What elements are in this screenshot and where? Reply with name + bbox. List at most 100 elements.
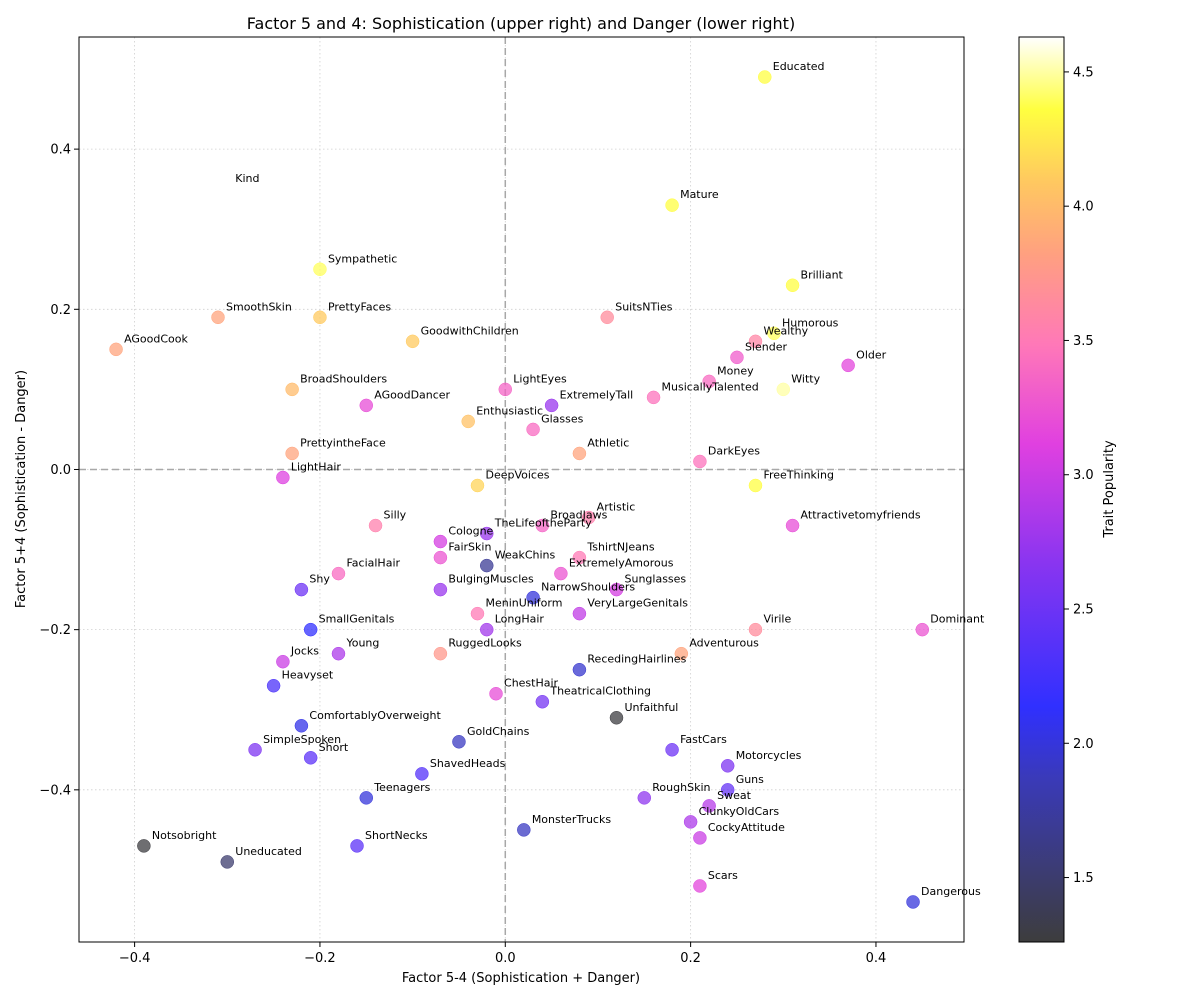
point-label: WeakChins xyxy=(495,549,556,562)
point-label: NarrowShoulders xyxy=(541,581,635,594)
colorbar-tick-label: 3.0 xyxy=(1073,468,1094,483)
data-point xyxy=(693,831,707,845)
data-points xyxy=(109,70,930,909)
y-tick-label: 0.0 xyxy=(50,463,71,478)
point-label: AGoodCook xyxy=(124,332,188,345)
data-point xyxy=(433,646,448,661)
data-point xyxy=(109,342,123,357)
point-label: GoldChains xyxy=(467,725,530,738)
x-tick-label: 0.4 xyxy=(866,951,887,966)
point-label: Mature xyxy=(680,188,719,201)
data-point xyxy=(303,622,318,637)
data-point xyxy=(841,358,855,373)
x-tick-label: −0.4 xyxy=(119,951,151,966)
data-point xyxy=(452,735,466,749)
point-label: Money xyxy=(717,364,754,377)
data-point xyxy=(313,310,327,325)
chart-title: Factor 5 and 4: Sophistication (upper ri… xyxy=(247,14,795,33)
point-label: ShavedHeads xyxy=(430,757,506,770)
reference-lines xyxy=(79,37,964,942)
point-label: BulgingMuscles xyxy=(448,573,534,586)
data-point xyxy=(294,582,309,597)
point-label: Short xyxy=(319,741,349,754)
point-label: Educated xyxy=(773,60,825,73)
data-point xyxy=(359,791,374,805)
data-point xyxy=(758,70,772,84)
data-point xyxy=(433,582,448,597)
point-label: Scars xyxy=(708,869,738,882)
point-label: Notsobright xyxy=(152,829,217,842)
point-label: Slender xyxy=(745,340,788,353)
point-label: Witty xyxy=(791,372,820,385)
data-point xyxy=(470,606,485,621)
point-label: SmoothSkin xyxy=(226,300,292,313)
x-axis-label: Factor 5-4 (Sophistication + Danger) xyxy=(402,971,640,986)
data-point xyxy=(693,454,707,469)
data-point xyxy=(609,582,624,597)
point-label: Dominant xyxy=(930,613,985,626)
point-label: Glasses xyxy=(541,412,584,425)
data-point xyxy=(303,751,318,765)
colorbar-tick-label: 3.5 xyxy=(1073,334,1094,349)
point-labels: Educated Kind Mature Sympathetic Brilliant Sm… xyxy=(124,60,985,898)
colorbar-label: Trait Popularity xyxy=(1102,440,1117,539)
point-label: DarkEyes xyxy=(708,444,760,457)
data-point xyxy=(600,310,614,325)
data-point xyxy=(517,823,531,837)
data-point xyxy=(331,566,346,581)
colorbar-tick-label: 1.5 xyxy=(1073,871,1094,886)
colorbar-tick-label: 4.5 xyxy=(1073,65,1094,80)
point-label: RuggedLooks xyxy=(448,637,522,650)
data-point xyxy=(470,478,485,493)
point-label: ExtremelyAmorous xyxy=(569,557,674,570)
point-label: FastCars xyxy=(680,733,727,746)
data-point xyxy=(609,711,624,725)
data-point xyxy=(646,390,661,405)
data-point xyxy=(785,278,800,293)
point-label: FacialHair xyxy=(346,557,400,570)
data-point xyxy=(572,606,587,621)
point-label: RecedingHairlines xyxy=(587,653,686,666)
point-label: Silly xyxy=(384,509,407,522)
point-label: TheatricalClothing xyxy=(549,685,651,698)
data-point xyxy=(720,783,735,797)
data-point xyxy=(479,558,494,573)
data-point xyxy=(526,422,540,437)
data-point xyxy=(220,182,235,196)
point-label: Artistic xyxy=(597,501,636,514)
y-tick-label: 0.2 xyxy=(50,303,71,318)
point-label: ExtremelyTall xyxy=(560,388,634,401)
data-point xyxy=(137,839,151,853)
data-point xyxy=(489,686,503,701)
point-label: Unfaithful xyxy=(624,701,678,714)
data-point xyxy=(767,326,781,341)
data-point xyxy=(693,879,707,893)
data-point xyxy=(554,566,568,581)
point-label: RoughSkin xyxy=(652,781,710,794)
data-point xyxy=(748,478,763,493)
y-tick-label: 0.4 xyxy=(50,143,71,158)
x-tick-label: −0.2 xyxy=(304,951,336,966)
y-tick-label: −0.2 xyxy=(39,623,71,638)
point-label: FreeThinking xyxy=(763,468,833,481)
data-point xyxy=(915,622,930,637)
point-label: Sunglasses xyxy=(624,573,686,586)
point-label: CockyAttitude xyxy=(708,821,785,834)
data-point xyxy=(637,791,652,805)
point-label: LightHair xyxy=(291,460,342,473)
y-axis-ticks: −0.4 −0.2 0.0 0.2 0.4 xyxy=(39,143,79,798)
point-label: SmallGenitals xyxy=(319,613,395,626)
point-label: Guns xyxy=(736,773,764,786)
point-label: SimpleSpoken xyxy=(263,733,341,746)
data-point xyxy=(702,799,716,813)
point-label: Humorous xyxy=(782,316,839,329)
point-label: Cologne xyxy=(448,525,493,538)
point-label: Sympathetic xyxy=(328,252,397,265)
point-label: FairSkin xyxy=(448,541,491,554)
point-label: AGoodDancer xyxy=(374,388,450,401)
point-label: TheLifeoftheParty xyxy=(494,517,592,530)
point-label: Adventurous xyxy=(689,637,759,650)
point-label: Teenagers xyxy=(373,781,430,794)
data-point xyxy=(479,622,494,637)
